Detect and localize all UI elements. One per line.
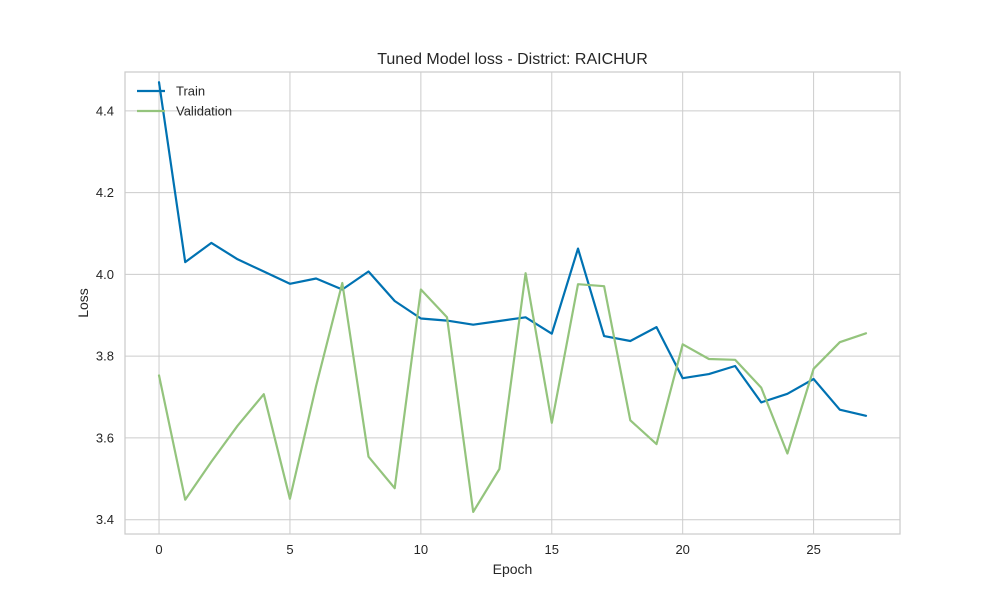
legend-label: Train — [176, 84, 205, 99]
y-tick-label: 3.6 — [96, 430, 114, 445]
y-tick-label: 4.4 — [96, 103, 114, 118]
legend-label: Validation — [176, 104, 232, 119]
chart-title: Tuned Model loss - District: RAICHUR — [377, 51, 648, 68]
x-tick-label: 0 — [155, 542, 162, 557]
legend: Train Validation — [137, 84, 232, 119]
y-tick-label: 3.4 — [96, 512, 114, 527]
series-line-train — [157, 81, 868, 417]
y-tick-label: 4.2 — [96, 185, 114, 200]
y-tick-label: 3.8 — [96, 349, 114, 364]
x-tick-label: 10 — [414, 542, 428, 557]
x-tick-label: 25 — [806, 542, 820, 557]
x-axis-label: Epoch — [493, 561, 533, 577]
series-group — [157, 81, 868, 513]
x-tick-label: 15 — [545, 542, 559, 557]
tick-labels: 0 5 10 15 20 25 3.4 3.6 3.8 4.0 4.2 4.4 — [96, 103, 821, 557]
x-tick-label: 20 — [675, 542, 689, 557]
grid-lines — [125, 72, 900, 534]
y-tick-label: 4.0 — [96, 267, 114, 282]
y-axis-label: Loss — [75, 288, 91, 318]
plot-area — [124, 71, 901, 535]
x-tick-label: 5 — [286, 542, 293, 557]
series-line-validation — [157, 272, 868, 513]
